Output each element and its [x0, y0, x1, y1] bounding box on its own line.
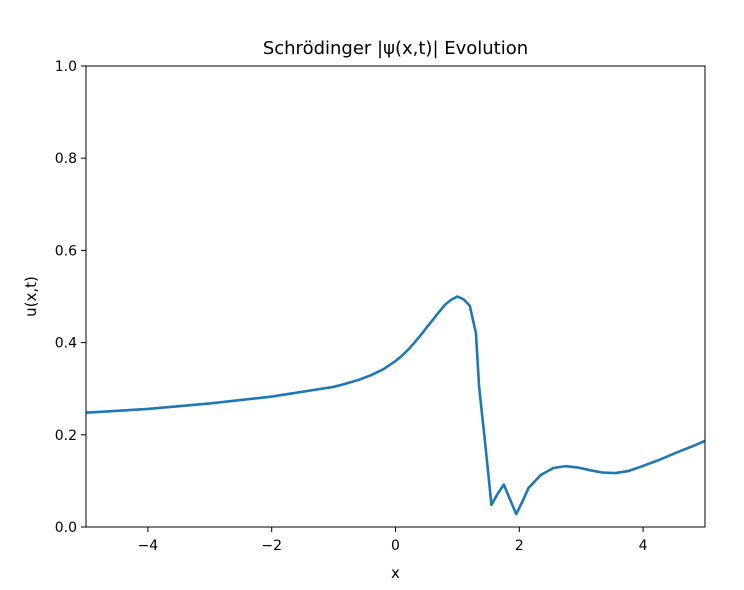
x-axis-label: x	[391, 564, 400, 582]
y-tick-label: 0.6	[55, 243, 77, 259]
chart-title: Schrödinger |ψ(x,t)| Evolution	[263, 38, 528, 59]
y-tick-label: 0.2	[55, 428, 77, 444]
x-tick-label: −2	[261, 538, 282, 554]
x-tick-label: 0	[391, 538, 400, 554]
series-layer	[85, 295, 706, 516]
axes-frame	[85, 65, 706, 528]
y-axis-ticks: 0.0 0.2 0.4 0.6 0.8 1.0	[55, 59, 86, 536]
y-tick-label: 1.0	[55, 59, 77, 75]
x-axis-ticks: −4 −2 0 2 4	[138, 527, 648, 554]
y-tick-label: 0.4	[55, 336, 77, 352]
plot-area: −4 −2 0 2 4 0.0 0.2 0.4 0.6 0.8 1.0	[55, 59, 706, 554]
y-tick-label: 0.8	[55, 151, 77, 167]
x-tick-label: 2	[515, 538, 524, 554]
series-line	[85, 295, 706, 516]
y-tick-label: 0.0	[55, 520, 77, 536]
x-tick-label: 4	[639, 538, 648, 554]
x-tick-label: −4	[138, 538, 159, 554]
y-axis-label: u(x,t)	[22, 276, 40, 317]
